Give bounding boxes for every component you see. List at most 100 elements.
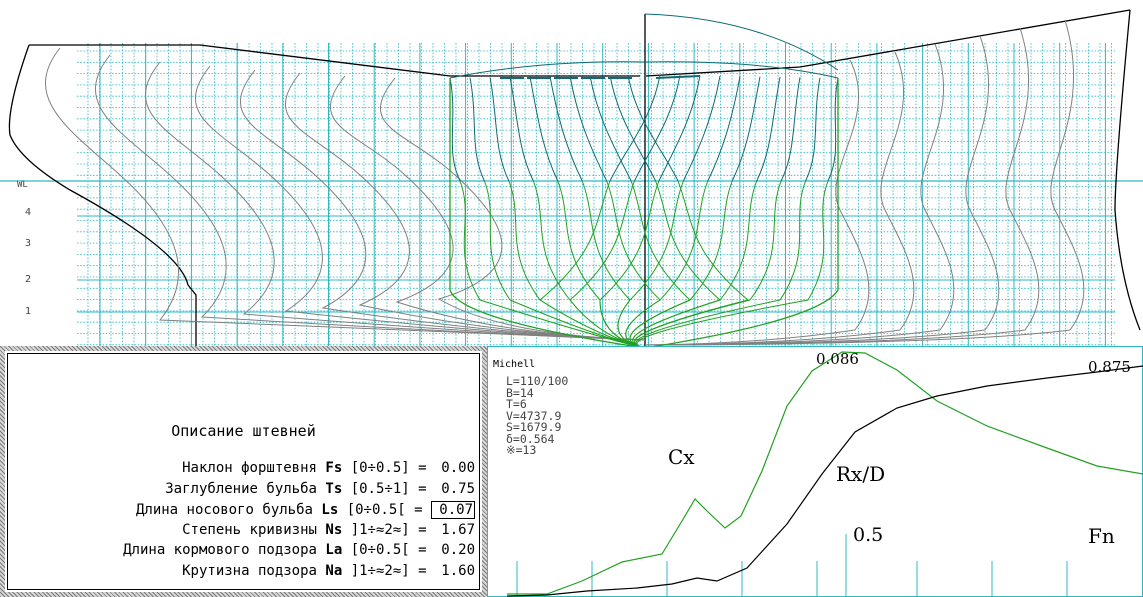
hull-parameter: V=4737.9 xyxy=(506,408,562,423)
panel-content: Описание штевней Наклон форштевня Fs [0÷… xyxy=(7,353,480,590)
fore-section-curve xyxy=(644,51,915,346)
section-above-wl xyxy=(827,77,839,182)
fn-tick-label: 0.5 xyxy=(853,524,884,546)
section-below-wl xyxy=(635,180,807,346)
aft-sections xyxy=(45,47,646,341)
fore-profile xyxy=(645,9,1141,331)
waterline-tick-label: 1 xyxy=(25,306,31,317)
section-below-wl xyxy=(617,180,684,346)
section-below-wl xyxy=(459,180,639,346)
parameter-value-field[interactable]: 0.07 xyxy=(431,501,475,520)
aft-section-curve xyxy=(195,65,646,341)
cx-curve xyxy=(507,351,1143,595)
section-below-wl xyxy=(629,180,733,346)
parameter-range: [0.5÷1] xyxy=(350,480,419,497)
hull-parameters: L=110/100 B=14 T=6 V=4737.9 S=1679.9 δ=0.564 ※… xyxy=(506,374,569,457)
section-above-wl xyxy=(609,75,657,182)
panel-title: Описание штевней xyxy=(171,422,316,440)
parameter-value-field[interactable]: 1.67 xyxy=(441,521,475,538)
section-above-wl xyxy=(780,77,801,182)
hull-parameter: B=14 xyxy=(506,385,534,400)
hull-parameter: ※=13 xyxy=(506,443,537,457)
parameter-range: [0÷0.5[ xyxy=(350,542,419,559)
parameter-sym: Fs xyxy=(325,460,351,476)
grid xyxy=(0,43,1143,346)
cx-label: Cx xyxy=(668,445,695,469)
section-below-wl xyxy=(625,180,709,346)
rxd-curve xyxy=(506,365,1143,597)
aft-section-curve xyxy=(95,54,646,341)
parameter-eq: = xyxy=(418,521,435,538)
section-above-wl xyxy=(509,76,534,182)
hull-parameter: δ=0.564 xyxy=(506,431,555,446)
section-above-wl xyxy=(682,75,721,182)
parameter-row: Длина носового бульба Ls [0÷0.5[ = 0.07 xyxy=(136,501,475,521)
section-above-wl xyxy=(609,74,661,182)
parameter-label: Крутизна подзора xyxy=(182,563,326,579)
fore-section-curve xyxy=(644,35,1000,346)
parameter-label: Наклон форштевня xyxy=(182,460,326,476)
section-above-wl xyxy=(569,75,608,182)
graph-frame xyxy=(487,346,1143,597)
parameter-sym: Na xyxy=(325,563,351,579)
aft-section-curve xyxy=(380,77,646,341)
parameter-value-field[interactable]: 0.00 xyxy=(441,460,475,476)
parameter-row: Заглубление бульба Ts [0.5÷1] = 0.75 xyxy=(165,481,475,501)
parameter-row: Наклон форштевня Fs [0÷0.5] = 0.00 xyxy=(182,460,475,480)
parameter-eq: = xyxy=(418,480,435,497)
deck-arc xyxy=(449,61,839,79)
section-above-wl xyxy=(707,76,741,182)
parameter-sym: Ns xyxy=(325,521,351,538)
section-above-wl xyxy=(658,75,701,182)
parameter-sym: Ls xyxy=(321,502,347,519)
section-below-wl xyxy=(539,180,639,346)
parameter-value-field[interactable]: 0.20 xyxy=(441,542,475,559)
parameter-eq: = xyxy=(418,460,435,476)
parameter-eq: = xyxy=(418,542,435,559)
section-above-wl xyxy=(731,76,761,182)
section-above-wl xyxy=(489,77,510,182)
parameter-label: Длина кормового подзора xyxy=(123,542,326,559)
parameter-range: [0÷0.5] xyxy=(350,460,419,476)
parameter-range: ]1÷≈2≈] xyxy=(350,521,419,538)
section-below-wl xyxy=(634,180,782,346)
midship-section xyxy=(449,78,839,346)
fore-section-curve xyxy=(644,43,955,346)
parameter-sym: La xyxy=(325,542,351,559)
parameter-label: Заглубление бульба xyxy=(165,480,326,497)
aft-profile xyxy=(8,44,640,346)
parameter-value-field[interactable]: 0.75 xyxy=(441,480,475,497)
section-above-wl xyxy=(756,76,781,182)
aft-section-curve xyxy=(145,61,646,341)
parameter-sym: Ts xyxy=(325,480,351,497)
waterline-tick-label: 3 xyxy=(25,238,31,249)
parameter-range: ]1÷≈2≈] xyxy=(350,563,419,579)
fn-axis-label: Fn xyxy=(1088,524,1115,548)
parameter-value-field[interactable]: 1.60 xyxy=(441,563,475,579)
rxd-end-value: 0.875 xyxy=(1088,358,1131,376)
body-plan-drawing: WL43211234567891011121314151617181920212… xyxy=(0,9,1143,346)
wl-label: WL xyxy=(17,180,28,190)
midbody-sections xyxy=(449,61,839,346)
hull-parameter: T=6 xyxy=(506,397,527,411)
aft-section-curve xyxy=(240,69,646,341)
parameter-eq: = xyxy=(414,502,431,519)
parameter-row: Степень кривизны Ns ]1÷≈2≈] = 1.67 xyxy=(182,522,475,542)
resistance-graph xyxy=(487,346,1143,597)
aft-section-curve xyxy=(45,47,646,341)
section-above-wl xyxy=(549,76,583,182)
section-above-wl xyxy=(589,75,632,182)
section-below-wl xyxy=(569,180,640,346)
section-below-wl xyxy=(483,180,639,346)
parameter-label: Степень кривизны xyxy=(182,521,326,538)
waterline-tick-label: 2 xyxy=(25,274,31,285)
parameter-row: Крутизна подзора Na ]1÷≈2≈] = 1.60 xyxy=(182,563,475,583)
section-below-wl xyxy=(636,180,829,346)
waterline-tick-label: 4 xyxy=(25,207,31,218)
section-above-wl xyxy=(449,77,461,182)
parameter-eq: = xyxy=(418,563,435,579)
parameter-range: [0÷0.5[ xyxy=(346,502,415,519)
parameter-row: Длина кормового подзора La [0÷0.5[ = 0.2… xyxy=(123,542,475,562)
deck-edge-fore xyxy=(655,75,701,79)
hull-parameter: L=110/100 xyxy=(506,374,569,388)
